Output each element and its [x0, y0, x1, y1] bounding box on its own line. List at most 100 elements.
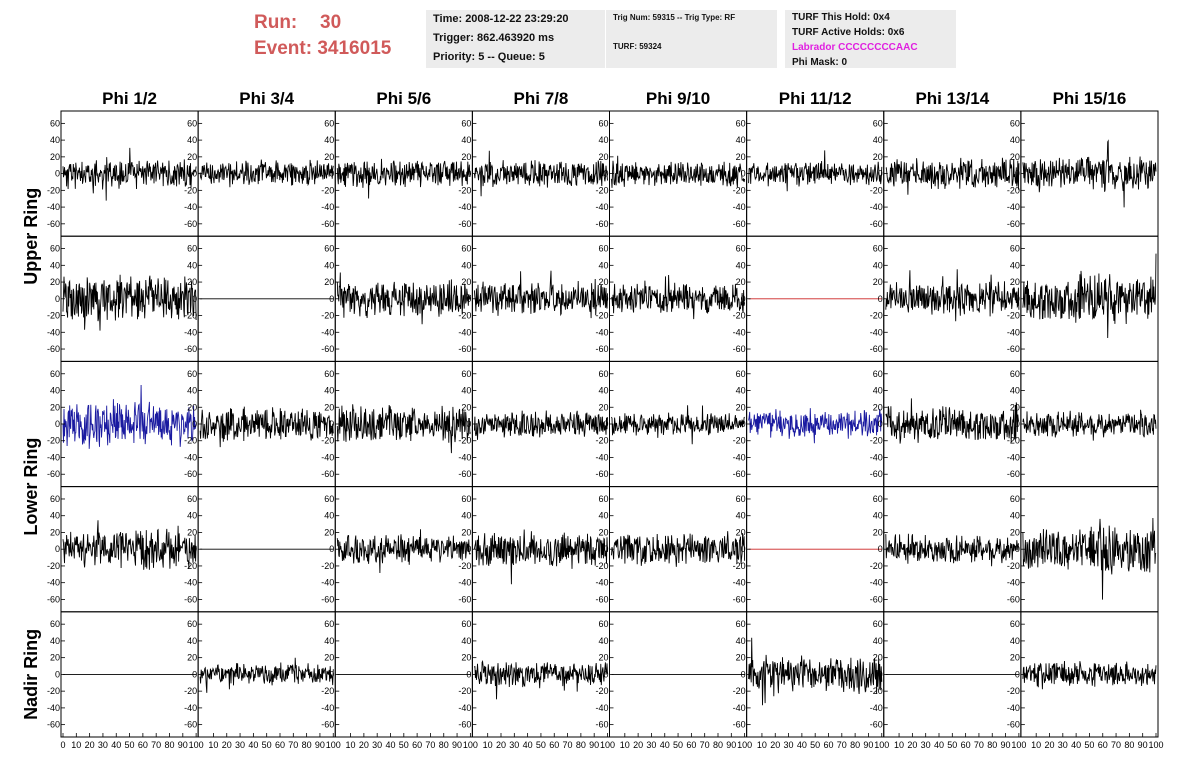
x-tick-label: 30 — [784, 740, 794, 750]
event-value: 3416015 — [317, 38, 392, 59]
y-tick-label: -40 — [595, 327, 608, 337]
y-tick-label: 20 — [461, 152, 471, 162]
waveform-trace — [748, 637, 883, 706]
x-tick-label: 10 — [346, 740, 356, 750]
y-tick-label: 40 — [1010, 636, 1020, 646]
x-tick-label: 20 — [770, 740, 780, 750]
y-tick-label: 20 — [50, 653, 60, 663]
y-tick-label: -40 — [595, 202, 608, 212]
y-tick-label: -20 — [595, 436, 608, 446]
y-tick-label: -60 — [733, 720, 746, 730]
y-tick-label: 60 — [598, 118, 608, 128]
y-tick-label: -40 — [321, 703, 334, 713]
y-tick-label: 40 — [598, 386, 608, 396]
y-tick-label: 60 — [736, 369, 746, 379]
y-tick-label: -40 — [47, 452, 60, 462]
x-tick-label: 20 — [222, 740, 232, 750]
run-event-heading: Run: 30 Event: 3416015 — [254, 10, 391, 62]
y-tick-label: 40 — [461, 386, 471, 396]
y-tick-label: 40 — [598, 260, 608, 270]
y-tick-label: 0 — [603, 669, 608, 679]
x-tick-label: 40 — [934, 740, 944, 750]
y-tick-label: 60 — [736, 118, 746, 128]
x-tick-label: 10 — [208, 740, 218, 750]
y-tick-label: -40 — [458, 452, 471, 462]
y-tick-label: 40 — [461, 135, 471, 145]
y-tick-label: -60 — [1007, 720, 1020, 730]
x-tick-label: 60 — [138, 740, 148, 750]
y-tick-label: 60 — [187, 494, 197, 504]
y-tick-label: 0 — [466, 294, 471, 304]
y-tick-label: 40 — [873, 636, 883, 646]
y-tick-label: 20 — [461, 402, 471, 412]
waveform-trace — [611, 274, 746, 320]
column-header: Phi 1/2 — [102, 89, 157, 108]
x-tick-label: 80 — [850, 740, 860, 750]
y-tick-label: 40 — [187, 135, 197, 145]
y-tick-label: 20 — [324, 402, 334, 412]
x-tick-label: 10 — [1031, 740, 1041, 750]
x-tick-label: 30 — [235, 740, 245, 750]
y-tick-label: 40 — [324, 135, 334, 145]
waveform-trace — [473, 270, 608, 319]
waveform-trace — [62, 384, 197, 449]
waveform-trace — [62, 520, 197, 570]
y-tick-label: -60 — [47, 219, 60, 229]
y-tick-label: -40 — [184, 452, 197, 462]
y-tick-label: -20 — [870, 185, 883, 195]
x-tick-label: 60 — [549, 740, 559, 750]
y-tick-label: -20 — [1007, 185, 1020, 195]
x-tick-label: 40 — [385, 740, 395, 750]
y-tick-label: -60 — [595, 344, 608, 354]
y-tick-label: -60 — [184, 594, 197, 604]
turf-text: TURF: 59324 — [613, 42, 662, 51]
y-tick-label: -40 — [184, 202, 197, 212]
y-tick-label: 0 — [329, 294, 334, 304]
y-tick-label: -40 — [458, 327, 471, 337]
x-tick-label: 50 — [536, 740, 546, 750]
y-tick-label: 0 — [741, 169, 746, 179]
y-tick-label: 20 — [736, 277, 746, 287]
y-tick-label: 0 — [878, 169, 883, 179]
y-tick-label: -40 — [458, 202, 471, 212]
y-tick-label: 60 — [736, 619, 746, 629]
y-tick-label: 60 — [598, 369, 608, 379]
turf-this-hold-text: TURF This Hold: 0x4 — [792, 12, 890, 23]
y-tick-label: -60 — [733, 469, 746, 479]
y-tick-label: -40 — [733, 578, 746, 588]
y-tick-label: 20 — [736, 527, 746, 537]
y-tick-label: 40 — [187, 260, 197, 270]
x-tick-label: 80 — [576, 740, 586, 750]
y-tick-label: 20 — [736, 653, 746, 663]
y-tick-label: 40 — [50, 135, 60, 145]
y-tick-label: 40 — [50, 636, 60, 646]
y-tick-label: -40 — [321, 327, 334, 337]
y-tick-label: 0 — [878, 419, 883, 429]
y-tick-label: 40 — [1010, 511, 1020, 521]
y-tick-label: 40 — [736, 386, 746, 396]
y-tick-label: 40 — [50, 260, 60, 270]
y-tick-label: 20 — [598, 277, 608, 287]
y-tick-label: 0 — [741, 294, 746, 304]
column-header: Phi 13/14 — [915, 89, 989, 108]
y-tick-label: -60 — [184, 720, 197, 730]
y-tick-label: -20 — [1007, 561, 1020, 571]
y-tick-label: -20 — [47, 311, 60, 321]
y-tick-label: 0 — [878, 544, 883, 554]
y-tick-label: -60 — [184, 219, 197, 229]
x-tick-label: 70 — [837, 740, 847, 750]
x-tick-label: 100 — [326, 740, 341, 750]
x-tick-label: 90 — [589, 740, 599, 750]
y-tick-label: -20 — [458, 185, 471, 195]
x-tick-label: 40 — [1071, 740, 1081, 750]
y-tick-label: 20 — [598, 402, 608, 412]
x-tick-label: 60 — [412, 740, 422, 750]
y-tick-label: 0 — [55, 669, 60, 679]
y-tick-label: 60 — [461, 619, 471, 629]
y-tick-label: 0 — [1015, 669, 1020, 679]
y-tick-label: -20 — [733, 436, 746, 446]
y-tick-label: 0 — [603, 169, 608, 179]
x-tick-label: 10 — [71, 740, 81, 750]
y-tick-label: -40 — [1007, 703, 1020, 713]
y-tick-label: 20 — [736, 152, 746, 162]
